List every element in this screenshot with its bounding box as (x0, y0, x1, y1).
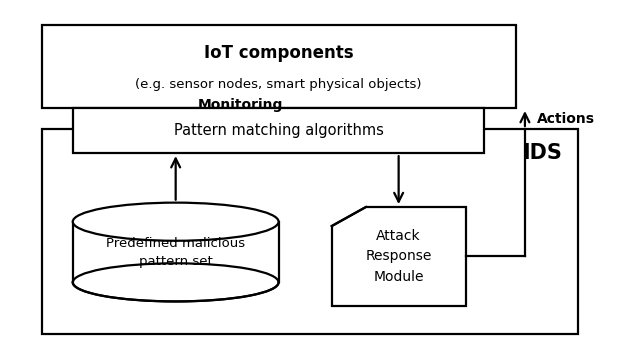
Text: Monitoring: Monitoring (198, 98, 283, 112)
Bar (42, 129, 578, 333)
Bar (42, 25, 516, 108)
Polygon shape (332, 207, 466, 306)
Text: Actions: Actions (537, 111, 595, 126)
Bar (73, 222, 279, 282)
Text: (e.g. sensor nodes, smart physical objects): (e.g. sensor nodes, smart physical objec… (135, 78, 422, 91)
Text: IDS: IDS (523, 143, 562, 163)
Text: Predefined malicious
pattern set: Predefined malicious pattern set (106, 236, 245, 268)
Text: IoT components: IoT components (204, 44, 353, 62)
Bar (73, 108, 484, 153)
Text: Pattern matching algorithms: Pattern matching algorithms (174, 123, 384, 138)
Ellipse shape (73, 203, 279, 241)
Text: Attack
Response
Module: Attack Response Module (365, 229, 432, 284)
